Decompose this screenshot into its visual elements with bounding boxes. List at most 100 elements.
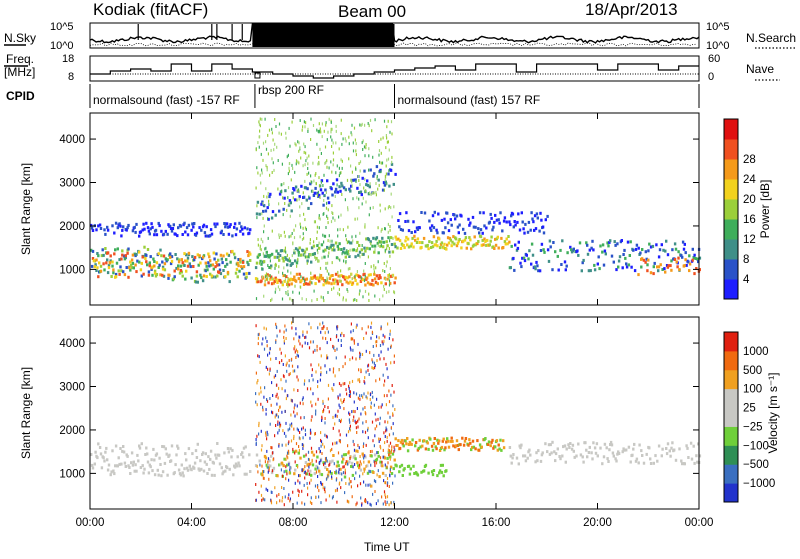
power-scatter-cell [340,269,342,273]
power-cell [577,253,580,257]
power-cell [228,280,231,284]
power-cell [209,234,212,238]
power-cell [510,214,513,218]
velocity-scatter-cell [324,405,326,408]
power-cell [300,279,303,283]
power-scatter-cell [266,195,268,199]
power-cell [394,245,397,249]
power-cell [240,225,243,229]
power-cell [210,274,214,278]
velocity-colorbar-tick-label: 100 [743,384,762,396]
velocity-cell [526,456,529,460]
power-scatter-cell [263,224,265,228]
power-cell [371,278,374,282]
power-scatter-cell [325,266,327,270]
velocity-cell [241,455,245,459]
velocity-scatter-cell [310,400,312,404]
power-scatter-cell [260,248,262,252]
velocity-cell [193,466,196,470]
power-cell [167,276,170,280]
power-cell [341,184,344,188]
velocity-scatter-cell [312,378,314,382]
velocity-cell [106,468,110,472]
power-cell [347,281,350,285]
power-cell [601,243,605,247]
velocity-cell [540,453,544,457]
velocity-scatter-cell [349,390,351,393]
power-cell [586,243,589,247]
power-scatter-cell [342,298,344,302]
power-cell [157,221,160,225]
power-cell [270,264,273,268]
power-scatter-cell [275,262,277,266]
power-cell [297,277,300,281]
power-scatter-cell [260,152,262,156]
power-scatter-cell [306,255,308,259]
power-scatter-cell [340,171,342,175]
power-cell [639,251,642,255]
velocity-scatter-cell [352,337,354,341]
power-cell [356,282,359,286]
velocity-scatter-cell [348,386,350,390]
velocity-scatter-cell [321,452,323,455]
velocity-scatter-cell [340,383,342,387]
velocity-cell [389,465,393,469]
velocity-cell [402,444,405,448]
power-scatter-cell [380,137,382,141]
power-cell [367,273,371,277]
velocity-scatter-cell [381,495,383,499]
power-cell [367,238,371,242]
power-scatter-cell [331,127,333,131]
power-cell [247,254,250,258]
power-scatter-cell [372,155,374,159]
power-cell [282,207,285,211]
power-scatter-cell [280,234,282,238]
power-cell [226,225,230,229]
velocity-scatter-cell [266,449,268,453]
power-cell [454,217,457,221]
velocity-cell [116,464,119,468]
velocity-scatter-cell [263,347,266,351]
velocity-scatter-cell [326,354,328,358]
velocity-cell [461,436,464,440]
velocity-cell [342,457,345,461]
velocity-scatter-cell [297,350,299,354]
velocity-cell [674,458,678,462]
power-cell [406,237,410,241]
power-scatter-cell [318,226,320,230]
velocity-scatter-cell [385,481,387,485]
velocity-scatter-cell [349,480,351,484]
power-scatter-cell [295,159,298,163]
velocity-scatter-cell [326,459,328,463]
power-cell [597,255,600,259]
velocity-scatter-cell [380,327,382,331]
velocity-scatter-cell [350,455,352,459]
velocity-cell [424,447,428,451]
velocity-cell [510,461,513,465]
power-cell [297,250,300,254]
velocity-scatter-cell [384,435,386,438]
velocity-cell [148,463,151,467]
velocity-scatter-cell [381,403,383,407]
power-scatter-cell [319,147,321,151]
velocity-colorbar-swatch [724,483,738,503]
nsearch-label: N.Search [746,31,796,45]
power-scatter-cell [315,258,317,261]
velocity-scatter-cell [332,367,335,371]
power-cell [399,228,403,231]
power-cell [416,228,420,231]
velocity-cell [237,461,240,465]
velocity-scatter-cell [323,325,325,329]
power-cell [382,240,386,244]
power-scatter-cell [259,129,261,133]
power-scatter-cell [322,184,324,187]
velocity-colorbar-tick-label: 500 [743,365,762,377]
power-cell [453,213,456,217]
power-cell [409,244,412,248]
velocity-scatter-cell [376,451,378,455]
velocity-scatter-cell [390,451,392,454]
power-cell [246,260,249,264]
power-scatter-cell [316,298,318,301]
power-cell [283,196,286,200]
power-scatter-cell [374,248,376,252]
